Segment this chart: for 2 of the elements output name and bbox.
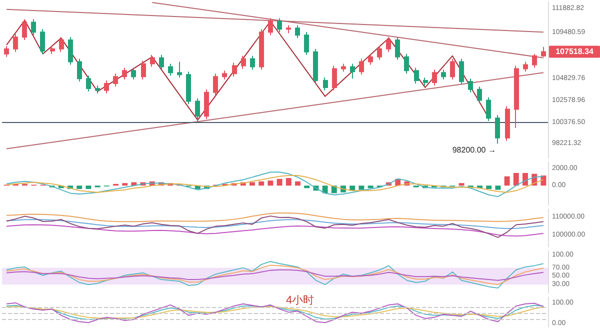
text: 107518.34 [556, 47, 594, 56]
annotation: 98200.00 → [452, 145, 496, 154]
